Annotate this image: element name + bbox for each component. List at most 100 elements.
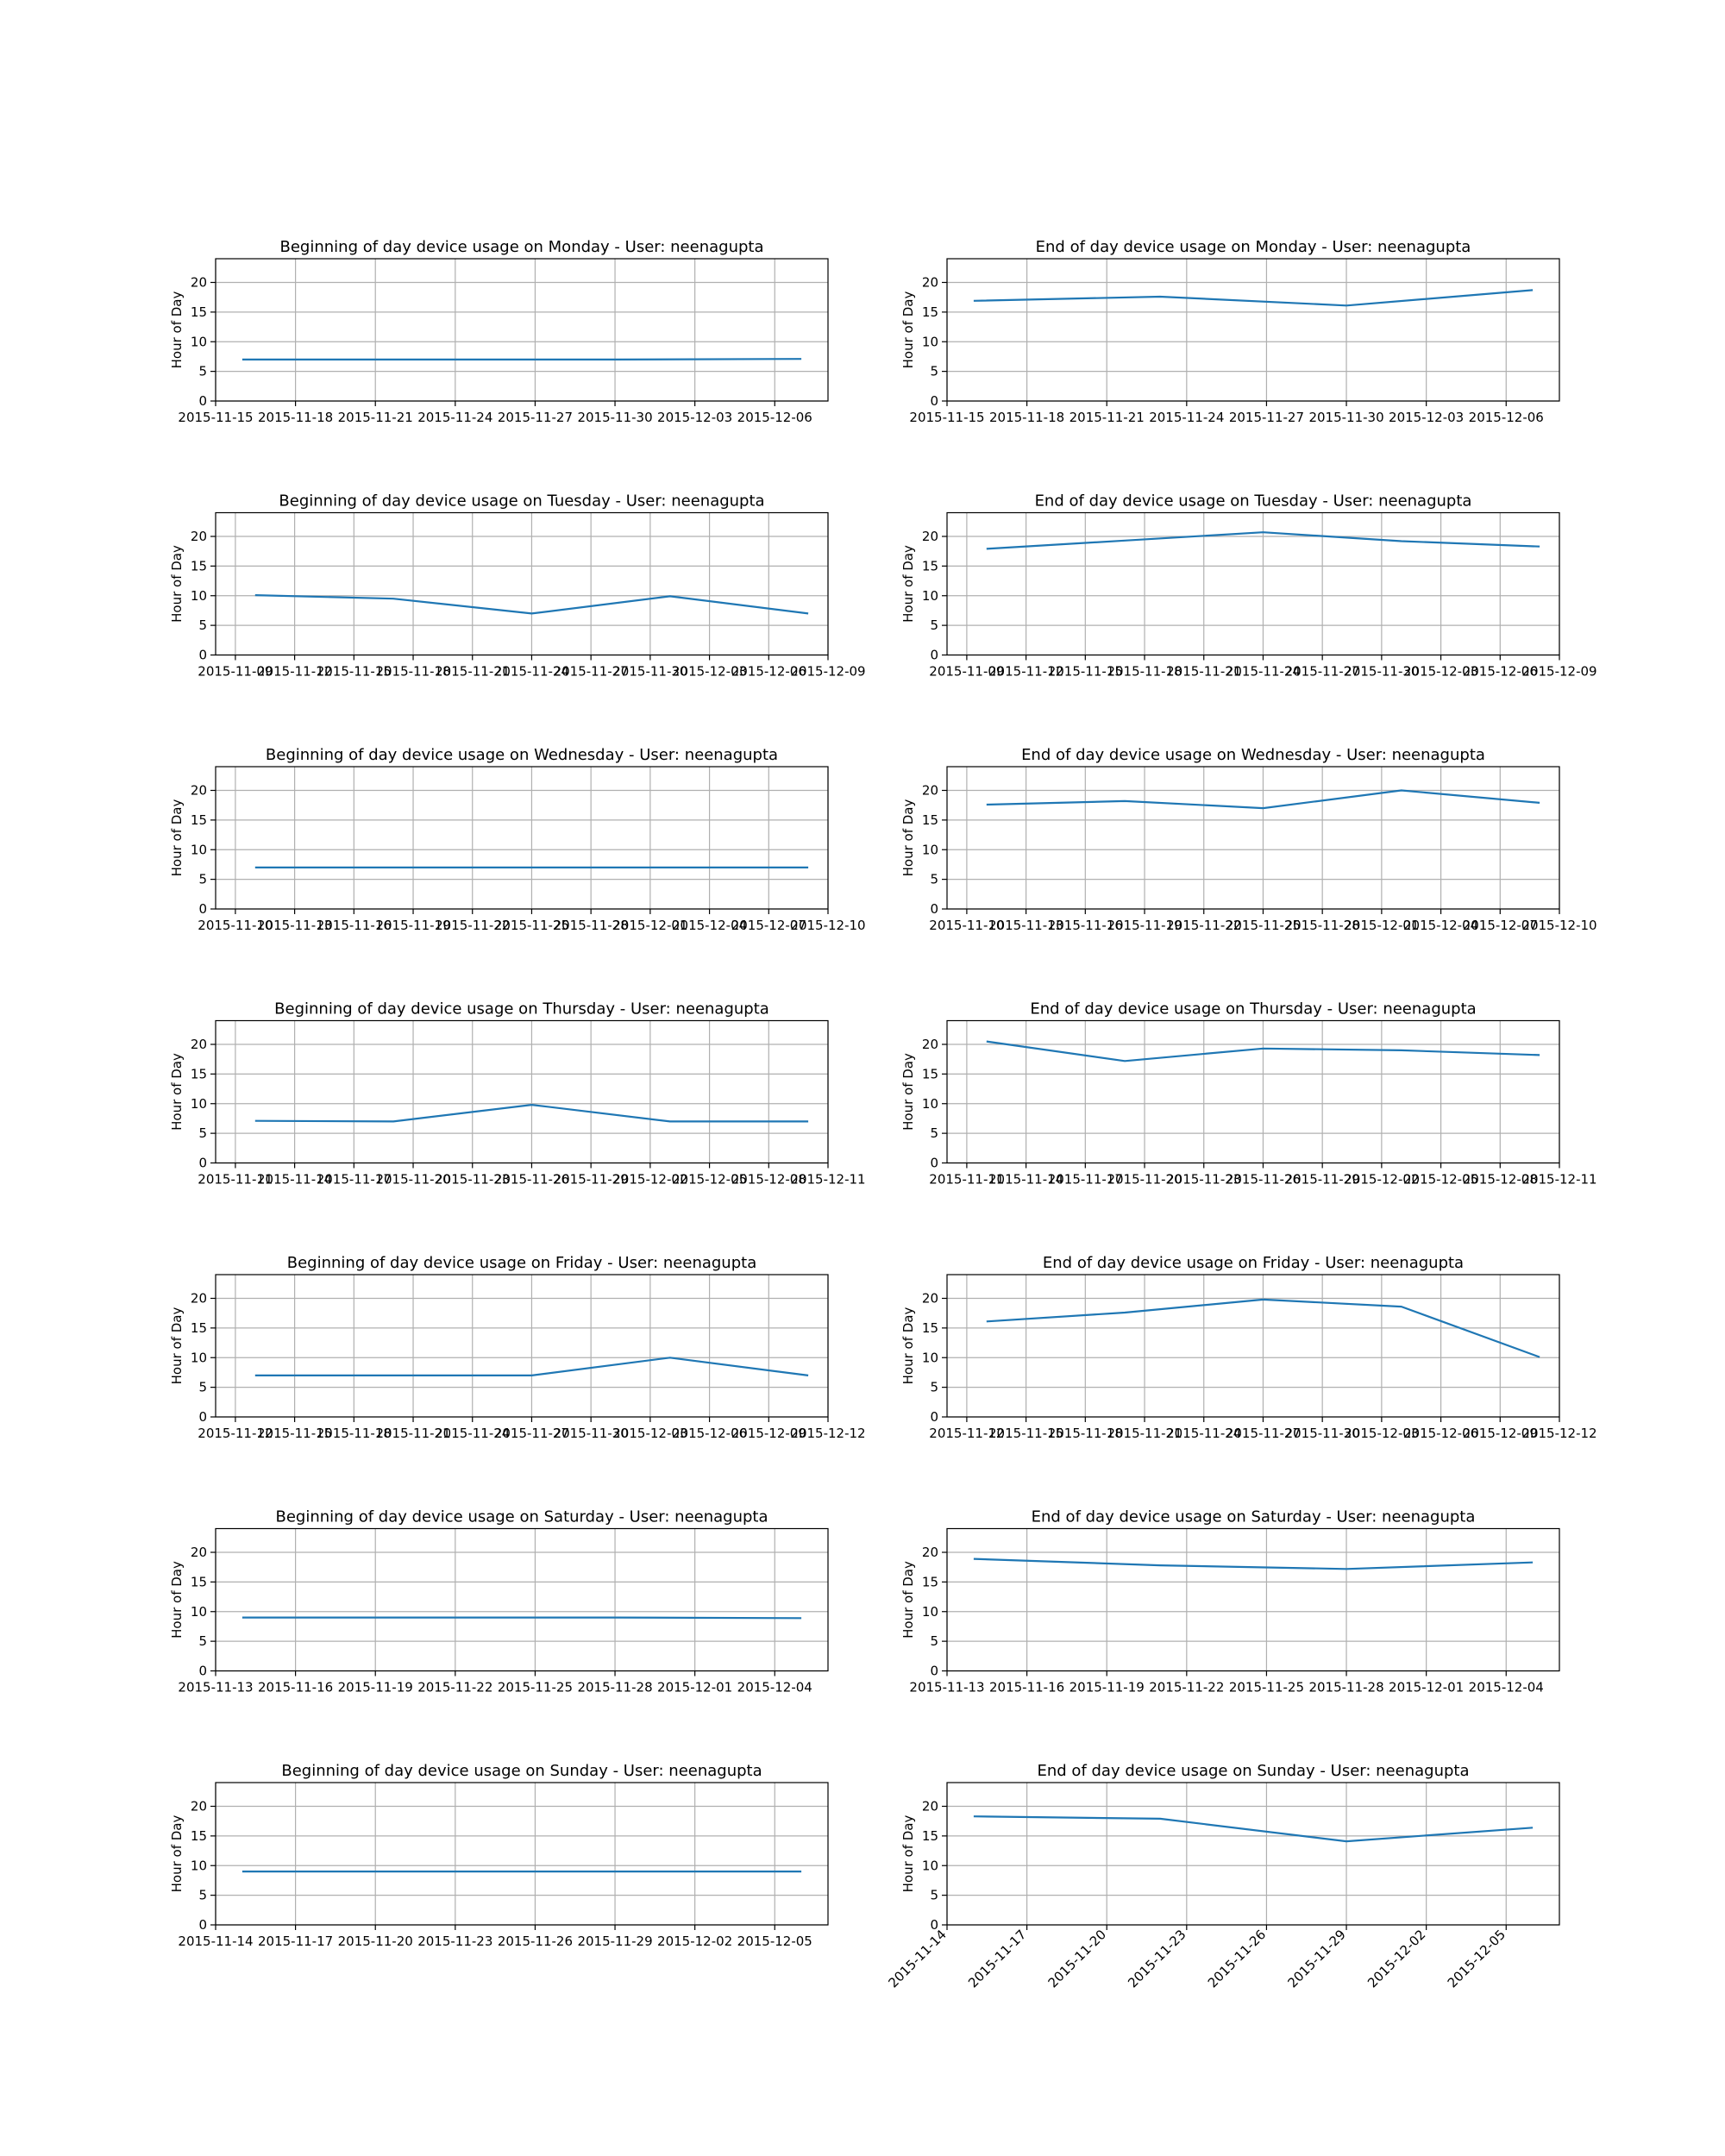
x-tick-label: 2015-12-06: [1463, 664, 1538, 680]
x-tick-label: 2015-11-10: [929, 918, 1004, 933]
x-tick-label: 2015-11-09: [198, 664, 273, 680]
y-tick-label: 10: [922, 334, 938, 349]
y-tick-label: 10: [191, 334, 207, 349]
y-tick-label: 15: [922, 1320, 938, 1336]
x-tick-label: 2015-12-04: [1469, 1680, 1544, 1695]
x-tick-label: 2015-11-18: [317, 1426, 392, 1441]
y-axis-label: Hour of Day: [169, 799, 185, 877]
x-tick-label: 2015-11-24: [1149, 410, 1224, 425]
series-line: [973, 1557, 1534, 1570]
y-tick-label: 20: [191, 1545, 207, 1560]
x-tick-label: 2015-11-14: [257, 1172, 332, 1188]
x-tick-label: 2015-12-03: [1403, 664, 1478, 680]
chart-title: End of day device usage on Saturday - Us…: [1032, 1508, 1476, 1526]
x-tick-label: 2015-11-26: [1205, 1927, 1269, 1990]
x-tick-label: 2015-11-19: [1070, 1680, 1145, 1695]
x-tick-label: 2015-11-21: [375, 1426, 450, 1441]
x-tick-label: 2015-11-15: [1048, 664, 1123, 680]
x-tick-label: 2015-11-23: [435, 1172, 510, 1188]
y-tick-label: 20: [922, 1291, 938, 1307]
y-tick-label: 20: [922, 1545, 938, 1560]
x-tick-label: 2015-11-30: [554, 1426, 629, 1441]
y-tick-label: 20: [191, 1037, 207, 1052]
y-tick-label: 15: [191, 304, 207, 320]
x-tick-label: 2015-11-27: [554, 664, 629, 680]
x-tick-label: 2015-12-01: [1389, 1680, 1464, 1695]
x-tick-label: 2015-11-21: [435, 664, 510, 680]
chart-panel: 0 5 10 15 20 2015-11-13 2015-11-16 2015-11-19 20…: [169, 1508, 829, 1695]
axes-frame: [946, 258, 1560, 402]
series-line: [986, 1040, 1540, 1062]
chart-panel: 0 5 10 15 20 2015-11-14 2015-11-17 2015-11-20 20…: [169, 1762, 829, 1949]
y-tick-label: 0: [198, 1664, 207, 1679]
x-tick-label: 2015-11-28: [577, 1680, 652, 1695]
x-tick-label: 2015-12-03: [672, 664, 747, 680]
chart-title: End of day device usage on Wednesday - U…: [1021, 746, 1485, 764]
y-tick-label: 10: [922, 1350, 938, 1365]
y-tick-label: 20: [191, 783, 207, 799]
y-tick-label: 5: [198, 1125, 207, 1141]
x-tick-label: 2015-11-23: [417, 1934, 492, 1949]
x-tick-label: 2015-12-11: [790, 1172, 865, 1188]
x-tick-label: 2015-12-12: [1521, 1426, 1596, 1441]
y-tick-label: 20: [191, 1291, 207, 1307]
x-tick-label: 2015-12-12: [790, 1426, 865, 1441]
y-tick-label: 15: [191, 1066, 207, 1081]
x-tick-label: 2015-12-04: [737, 1680, 812, 1695]
x-tick-label: 2015-11-18: [1048, 1426, 1123, 1441]
y-tick-label: 15: [191, 812, 207, 828]
x-tick-label: 2015-12-07: [1463, 918, 1538, 933]
y-axis-label: Hour of Day: [900, 799, 916, 877]
x-tick-label: 2015-12-03: [1344, 1426, 1419, 1441]
chart-title: Beginning of day device usage on Saturda…: [275, 1508, 768, 1526]
y-tick-label: 5: [930, 1888, 938, 1903]
y-tick-label: 0: [198, 393, 207, 409]
x-tick-label: 2015-11-22: [1149, 1680, 1224, 1695]
x-tick-label: 2015-11-20: [338, 1934, 413, 1949]
x-tick-label: 2015-12-09: [1521, 664, 1596, 680]
x-tick-label: 2015-11-29: [554, 1172, 629, 1188]
x-tick-label: 2015-12-06: [672, 1426, 747, 1441]
x-tick-label: 2015-12-08: [1463, 1172, 1538, 1188]
chart-panel: 051015202015-11-122015-11-152015-11-1820…: [900, 1254, 1597, 1441]
chart-title: Beginning of day device usage on Tuesday…: [279, 492, 764, 511]
y-axis-label: Hour of Day: [169, 291, 185, 369]
x-tick-label: 2015-12-04: [1403, 918, 1478, 933]
x-tick-label: 2015-11-10: [198, 918, 273, 933]
chart-title: End of day device usage on Monday - User…: [1036, 238, 1471, 256]
x-tick-label: 2015-11-28: [1285, 918, 1360, 933]
y-axis-label: Hour of Day: [900, 1053, 916, 1131]
series-line: [254, 594, 809, 615]
chart-title: End of day device usage on Sunday - User…: [1038, 1762, 1470, 1780]
x-tick-label: 2015-12-02: [657, 1934, 732, 1949]
x-tick-label: 2015-11-29: [1285, 1172, 1360, 1188]
x-tick-label: 2015-12-03: [612, 1426, 687, 1441]
x-tick-label: 2015-12-03: [1389, 410, 1464, 425]
x-tick-label: 2015-11-24: [1226, 664, 1301, 680]
y-tick-label: 0: [930, 901, 938, 917]
x-tick-label: 2015-11-15: [178, 410, 253, 425]
x-tick-label: 2015-11-24: [1166, 1426, 1241, 1441]
x-tick-label: 2015-11-27: [1285, 664, 1360, 680]
x-tick-label: 2015-11-29: [1284, 1927, 1348, 1990]
x-tick-label: 2015-11-17: [317, 1172, 392, 1188]
x-tick-label: 2015-11-27: [498, 410, 573, 425]
axes-frame: [215, 1782, 829, 1926]
series-line: [986, 789, 1540, 810]
x-tick-label: 2015-12-04: [672, 918, 747, 933]
y-axis-label: Hour of Day: [900, 1307, 916, 1385]
axes-frame: [215, 1019, 829, 1164]
y-tick-label: 20: [922, 529, 938, 544]
x-tick-label: 2015-11-17: [965, 1927, 1029, 1990]
axes-frame: [215, 511, 829, 656]
chart-panel: 0 5 10 15 20 2015-11-15 2015-11-18 2015-11-21 20…: [900, 238, 1560, 425]
x-tick-label: 2015-11-19: [375, 918, 450, 933]
x-tick-label: 2015-11-17: [1048, 1172, 1123, 1188]
axes-frame: [215, 258, 829, 402]
x-tick-label: 2015-12-09: [1463, 1426, 1538, 1441]
y-tick-label: 10: [191, 842, 207, 857]
x-tick-label: 2015-11-20: [1045, 1927, 1109, 1990]
y-tick-label: 10: [922, 588, 938, 604]
y-axis-label: Hour of Day: [900, 1815, 916, 1893]
axes-frame: [215, 1274, 829, 1418]
